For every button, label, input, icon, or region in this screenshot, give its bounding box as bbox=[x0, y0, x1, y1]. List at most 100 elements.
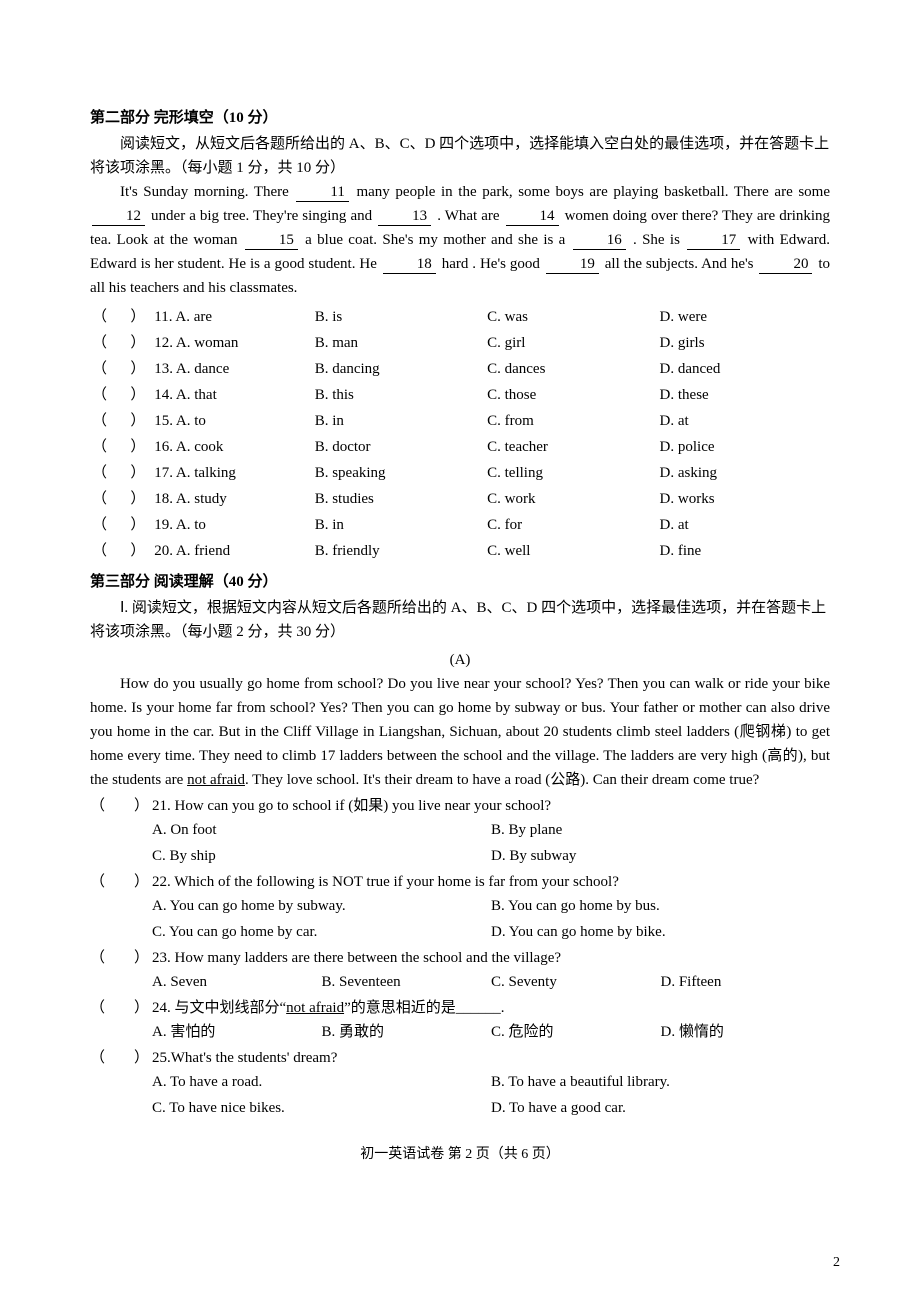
option-b: B. in bbox=[313, 512, 485, 538]
q25-c: C. To have nice bikes. bbox=[152, 1096, 491, 1120]
paren-close: ） bbox=[128, 304, 152, 330]
q25-a: A. To have a road. bbox=[152, 1070, 491, 1094]
cloze-option-row: （）20. A. friendB. friendlyC. wellD. fine bbox=[90, 538, 830, 564]
option-a: 15. A. to bbox=[152, 408, 312, 434]
paren-close: ） bbox=[108, 946, 152, 970]
cloze-passage: It's Sunday morning. There 11 many peopl… bbox=[90, 180, 830, 300]
cloze-option-row: （）13. A. danceB. dancingC. dancesD. danc… bbox=[90, 356, 830, 382]
option-b: B. man bbox=[313, 330, 485, 356]
option-c: C. from bbox=[485, 408, 657, 434]
paren-open: （ bbox=[90, 434, 128, 460]
paren-close: ） bbox=[128, 538, 152, 564]
passage-text: under a big tree. They're singing and bbox=[151, 208, 372, 224]
paren-open: （ bbox=[90, 512, 128, 538]
option-d: D. girls bbox=[658, 330, 830, 356]
option-c: C. teacher bbox=[485, 434, 657, 460]
option-b: B. dancing bbox=[313, 356, 485, 382]
q23: （ ） 23. How many ladders are there betwe… bbox=[90, 946, 830, 970]
option-d: D. police bbox=[658, 434, 830, 460]
cloze-option-row: （）16. A. cookB. doctorC. teacherD. polic… bbox=[90, 434, 830, 460]
option-c: C. girl bbox=[485, 330, 657, 356]
passage-letter-A: (A) bbox=[90, 648, 830, 672]
paren-open: （ bbox=[90, 408, 128, 434]
paren-open: （ bbox=[90, 304, 128, 330]
q21-c: C. By ship bbox=[152, 844, 491, 868]
blank-17: 17 bbox=[687, 232, 740, 250]
option-d: D. at bbox=[658, 408, 830, 434]
exam-page: 第二部分 完形填空（10 分） 阅读短文，从短文后各题所给出的 A、B、C、D … bbox=[0, 0, 920, 1302]
paren-open: （ bbox=[90, 356, 128, 382]
option-b: B. friendly bbox=[313, 538, 485, 564]
option-c: C. well bbox=[485, 538, 657, 564]
option-a: 14. A. that bbox=[152, 382, 312, 408]
paren-open: （ bbox=[90, 486, 128, 512]
q25-opts-row1: A. To have a road. B. To have a beautifu… bbox=[90, 1070, 830, 1094]
blank-20: 20 bbox=[759, 256, 812, 274]
blank-16: 16 bbox=[573, 232, 626, 250]
section3-header: 第三部分 阅读理解（40 分） bbox=[90, 570, 830, 594]
q25-opts-row2: C. To have nice bikes. D. To have a good… bbox=[90, 1096, 830, 1120]
cloze-option-row: （）11. A. areB. isC. wasD. were bbox=[90, 304, 830, 330]
option-b: B. is bbox=[313, 304, 485, 330]
reading-passage-A: How do you usually go home from school? … bbox=[90, 672, 830, 792]
option-a: 20. A. friend bbox=[152, 538, 312, 564]
cloze-option-row: （）12. A. womanB. manC. girlD. girls bbox=[90, 330, 830, 356]
option-a: 13. A. dance bbox=[152, 356, 312, 382]
q24-pre: 24. 与文中划线部分“ bbox=[152, 1000, 286, 1016]
q25: （ ） 25.What's the students' dream? bbox=[90, 1046, 830, 1070]
option-a: 12. A. woman bbox=[152, 330, 312, 356]
option-d: D. works bbox=[658, 486, 830, 512]
q21: （ ） 21. How can you go to school if (如果)… bbox=[90, 794, 830, 818]
q22-d: D. You can go home by bike. bbox=[491, 920, 830, 944]
q24-a: A. 害怕的 bbox=[152, 1020, 322, 1044]
paren-close: ） bbox=[128, 330, 152, 356]
cloze-option-row: （）18. A. studyB. studiesC. workD. works bbox=[90, 486, 830, 512]
paren-close: ） bbox=[108, 1046, 152, 1070]
option-b: B. speaking bbox=[313, 460, 485, 486]
q24-d: D. 懒惰的 bbox=[661, 1020, 831, 1044]
option-c: C. those bbox=[485, 382, 657, 408]
q23-c: C. Seventy bbox=[491, 970, 661, 994]
option-a: 18. A. study bbox=[152, 486, 312, 512]
paren-close: ） bbox=[108, 996, 152, 1020]
cloze-option-row: （）19. A. toB. inC. forD. at bbox=[90, 512, 830, 538]
q22-b: B. You can go home by bus. bbox=[491, 894, 830, 918]
q21-d: D. By subway bbox=[491, 844, 830, 868]
underline-not-afraid: not afraid bbox=[187, 772, 245, 788]
option-a: 17. A. talking bbox=[152, 460, 312, 486]
q21-a: A. On foot bbox=[152, 818, 491, 842]
paren-open: （ bbox=[90, 946, 108, 970]
blank-12: 12 bbox=[92, 208, 145, 226]
blank-18: 18 bbox=[383, 256, 436, 274]
option-d: D. danced bbox=[658, 356, 830, 382]
paren-open: （ bbox=[90, 330, 128, 356]
paren-close: ） bbox=[128, 408, 152, 434]
option-b: B. studies bbox=[313, 486, 485, 512]
paren-open: （ bbox=[90, 996, 108, 1020]
q23-a: A. Seven bbox=[152, 970, 322, 994]
paren-close: ） bbox=[128, 512, 152, 538]
q22: （ ） 22. Which of the following is NOT tr… bbox=[90, 870, 830, 894]
passage-text: many people in the park, some boys are p… bbox=[356, 184, 830, 200]
section2-header: 第二部分 完形填空（10 分） bbox=[90, 106, 830, 130]
paren-close: ） bbox=[128, 382, 152, 408]
option-d: D. at bbox=[658, 512, 830, 538]
q23-text: 23. How many ladders are there between t… bbox=[152, 946, 830, 970]
q22-opts-row2: C. You can go home by car. D. You can go… bbox=[90, 920, 830, 944]
option-c: C. dances bbox=[485, 356, 657, 382]
q21-b: B. By plane bbox=[491, 818, 830, 842]
q24-c: C. 危险的 bbox=[491, 1020, 661, 1044]
paren-open: （ bbox=[90, 538, 128, 564]
page-footer: 初一英语试卷 第 2 页（共 6 页） bbox=[90, 1144, 830, 1166]
option-d: D. asking bbox=[658, 460, 830, 486]
q24-b: B. 勇敢的 bbox=[322, 1020, 492, 1044]
option-c: C. for bbox=[485, 512, 657, 538]
q22-opts-row1: A. You can go home by subway. B. You can… bbox=[90, 894, 830, 918]
paren-close: ） bbox=[128, 460, 152, 486]
q23-d: D. Fifteen bbox=[661, 970, 831, 994]
paren-close: ） bbox=[128, 486, 152, 512]
cloze-option-row: （）17. A. talkingB. speakingC. tellingD. … bbox=[90, 460, 830, 486]
q21-opts-row1: A. On foot B. By plane bbox=[90, 818, 830, 842]
option-b: B. in bbox=[313, 408, 485, 434]
q25-d: D. To have a good car. bbox=[491, 1096, 830, 1120]
